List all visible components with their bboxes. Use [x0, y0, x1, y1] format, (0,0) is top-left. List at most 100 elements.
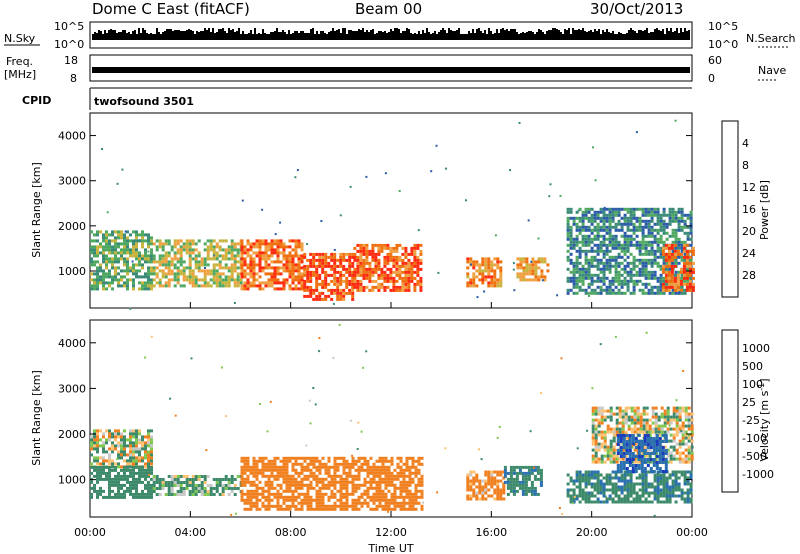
velocity-echo-cell [96, 429, 99, 433]
velocity-echo-cell [315, 498, 319, 502]
velocity-echo-cell [267, 483, 271, 487]
power-echo-cell [161, 284, 165, 288]
power-echo-cell [288, 260, 292, 264]
velocity-echo-cell [408, 501, 412, 505]
velocity-echo-cell [633, 430, 637, 434]
power-echo-cell [599, 228, 603, 232]
power-echo-speckle [279, 221, 282, 224]
power-echo-speckle [306, 243, 309, 246]
power-echo-cell [176, 281, 180, 285]
power-echo-cell [147, 260, 150, 264]
nsky-sample [320, 31, 322, 40]
nsky-sample [594, 29, 596, 40]
power-echo-cell [525, 272, 529, 276]
power-echo-cell [522, 260, 526, 264]
power-echo-cell [685, 264, 689, 268]
power-echo-cell [617, 264, 621, 268]
nsky-sample [462, 34, 464, 40]
power-echo-cell [499, 284, 503, 288]
power-echo-cell [644, 276, 648, 280]
power-echo-cell [691, 267, 695, 271]
velocity-echo-cell [469, 479, 473, 483]
velocity-echo-cell [342, 504, 346, 508]
velocity-echo-cell [144, 492, 147, 496]
velocity-echo-cell [620, 485, 624, 489]
power-echo-cell [676, 252, 680, 256]
nsky-sample [212, 28, 214, 40]
power-ylabel: Slant Range [km] [30, 162, 43, 258]
power-echo-cell [499, 281, 503, 285]
velocity-echo-cell [150, 471, 153, 475]
velocity-echo-cell [591, 433, 595, 437]
power-echo-cell [318, 252, 322, 256]
power-echo-speckle [398, 190, 401, 192]
power-echo-cell [215, 245, 219, 249]
velocity-echo-cell [360, 465, 364, 469]
power-echo-cell [668, 216, 672, 220]
power-echo-cell [108, 281, 111, 285]
power-echo-cell [132, 254, 135, 258]
power-echo-cell [599, 246, 603, 250]
nsky-sample [572, 28, 574, 40]
velocity-echo-cell [294, 459, 298, 463]
power-echo-cell [258, 248, 262, 252]
velocity-echo-cell [600, 418, 604, 422]
nsky-sample [270, 32, 272, 40]
power-echo-cell [243, 257, 247, 261]
velocity-echo-cell [645, 454, 649, 458]
power-echo-cell [686, 234, 690, 238]
nsky-sample [512, 29, 514, 40]
velocity-echo-cell [342, 456, 346, 460]
power-echo-cell [227, 284, 231, 288]
velocity-echo-cell [405, 492, 409, 496]
power-echo-cell [389, 255, 393, 259]
power-echo-cell [179, 269, 183, 273]
velocity-echo-cell [123, 459, 126, 463]
velocity-echo-cell [255, 477, 259, 481]
power-echo-cell [312, 288, 316, 292]
power-echo-cell [484, 260, 488, 264]
velocity-echo-cell [108, 465, 111, 469]
velocity-echo-cell [375, 492, 379, 496]
velocity-echo-cell [533, 492, 537, 496]
nsky-sample [292, 33, 294, 40]
velocity-echo-cell [612, 451, 616, 455]
nsky-sample [196, 31, 198, 40]
nsky-sample [346, 34, 348, 40]
power-echo-cell [164, 281, 168, 285]
power-echo-cell [258, 281, 262, 285]
velocity-echo-cell [611, 470, 615, 474]
power-echo-cell [659, 276, 663, 280]
nsky-sample [206, 30, 208, 40]
power-echo-cell [336, 282, 340, 286]
velocity-echo-cell [324, 465, 328, 469]
power-echo-cell [309, 276, 313, 280]
velocity-echo-cell [609, 451, 613, 455]
velocity-echo-cell [645, 418, 649, 422]
power-echo-cell [339, 297, 343, 301]
power-echo-cell [383, 270, 387, 274]
velocity-echo-cell [621, 415, 625, 419]
velocity-echo-cell [173, 481, 177, 484]
velocity-echo-cell [496, 482, 500, 486]
power-echo-cell [117, 242, 120, 246]
velocity-echo-cell [129, 453, 132, 457]
power-echo-cell [365, 252, 369, 256]
velocity-echo-cell [393, 504, 397, 508]
power-echo-cell [285, 281, 289, 285]
power-echo-cell [164, 251, 168, 255]
power-echo-cell [688, 279, 692, 283]
velocity-echo-cell [596, 482, 600, 486]
velocity-echo-cell [306, 462, 310, 466]
velocity-echo-cell [135, 444, 138, 448]
power-echo-cell [330, 255, 334, 259]
power-echo-cell [641, 219, 645, 223]
velocity-echo-cell [252, 456, 256, 460]
power-echo-cell [528, 266, 532, 270]
power-echo-cell [108, 233, 111, 237]
power-echo-cell [667, 255, 671, 259]
power-echo-cell [656, 279, 660, 283]
power-echo-cell [644, 264, 648, 268]
velocity-echo-cell [527, 474, 531, 478]
power-echo-cell [182, 284, 186, 288]
